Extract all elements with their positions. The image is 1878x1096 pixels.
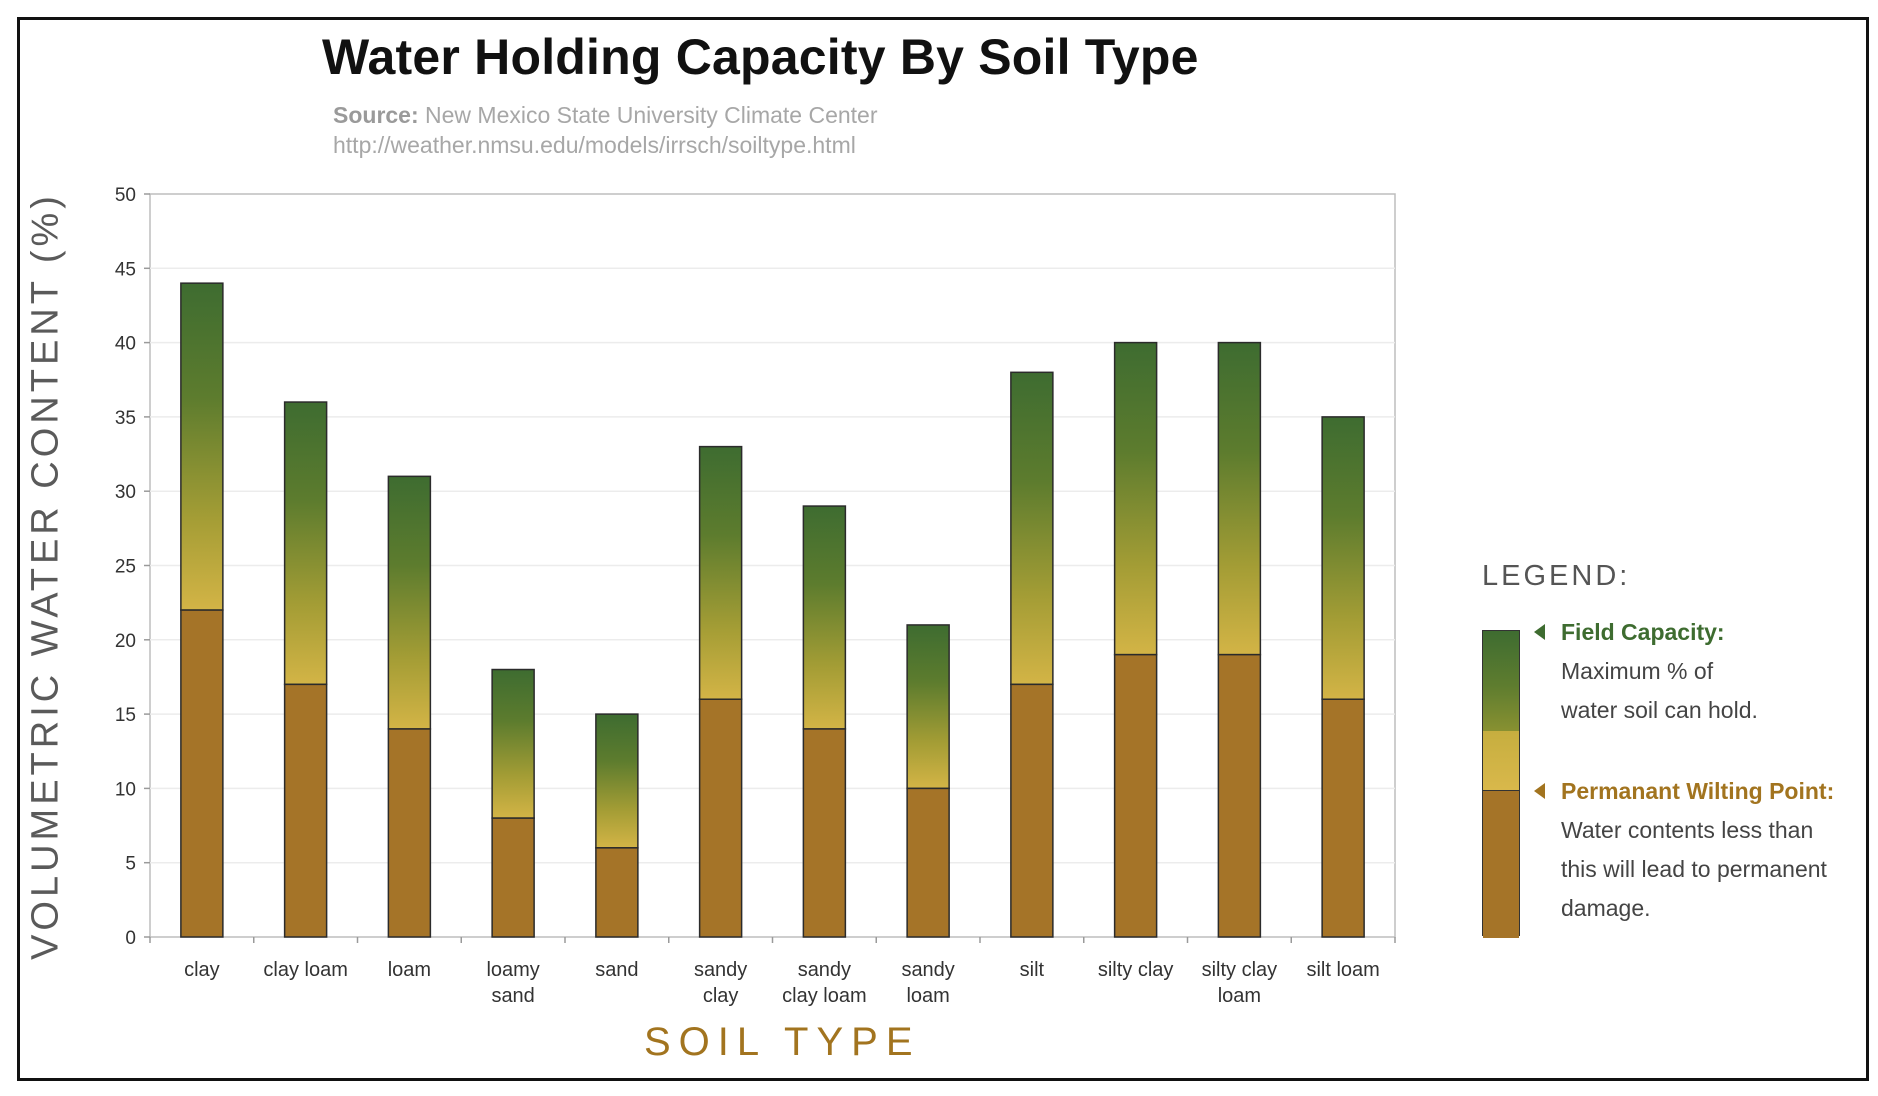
x-tick-label: sandy [901, 959, 954, 981]
bar-wilting-point [491, 817, 535, 938]
x-tick-label: clay loam [263, 959, 347, 981]
legend-fc-line: Maximum % of [1561, 658, 1714, 684]
source-block: Source: New Mexico State University Clim… [333, 100, 878, 160]
x-tick-label: silt loam [1306, 959, 1379, 981]
x-axis-title: SOIL TYPE [644, 1020, 921, 1064]
bar-wilting-point [1321, 698, 1365, 938]
legend-swatch-bar [1482, 630, 1520, 938]
bar-wilting-point [283, 683, 328, 938]
x-tick-label: silty clay [1202, 959, 1278, 981]
legend-fc-line: water soil can hold. [1561, 697, 1758, 723]
legend-pwp-line: damage. [1561, 895, 1651, 921]
legend-pwp-line: Water contents less than [1561, 817, 1814, 843]
bar-wilting-point [1113, 653, 1158, 938]
legend-wilting-point-desc: Water contents less than this will lead … [1561, 811, 1827, 928]
y-tick-label: 10 [115, 779, 136, 800]
y-tick-label: 25 [115, 557, 136, 578]
x-tick-label: clay [184, 959, 220, 981]
bar-wilting-point [180, 609, 224, 938]
bar-field-capacity [906, 624, 950, 790]
bar-field-capacity [802, 505, 847, 730]
x-tick-label: loam [388, 959, 431, 981]
x-tick-label: loam [906, 985, 949, 1007]
bar-field-capacity [595, 713, 639, 849]
x-tick-label: loam [1218, 985, 1261, 1007]
legend-wilting-point-label: Permanant Wilting Point: [1561, 778, 1835, 804]
bar-field-capacity [283, 401, 328, 686]
bar-wilting-point [1217, 653, 1262, 938]
bar-field-capacity [1113, 341, 1158, 656]
y-tick-label: 15 [115, 705, 136, 726]
legend-pwp-line: this will lead to permanent [1561, 856, 1827, 882]
bar-field-capacity [1321, 416, 1365, 700]
bar-field-capacity [180, 282, 224, 611]
x-tick-label: loamy [486, 959, 539, 981]
x-tick-label: clay [703, 985, 739, 1007]
legend-field-capacity-label: Field Capacity: [1561, 619, 1725, 645]
bar-field-capacity [387, 475, 432, 730]
bar-field-capacity [491, 668, 535, 819]
y-tick-label: 40 [115, 334, 136, 355]
x-tick-label: sandy [798, 959, 851, 981]
bar-wilting-point [595, 847, 639, 938]
chart-title: Water Holding Capacity By Soil Type [322, 29, 1199, 85]
y-tick-label: 5 [125, 854, 136, 875]
y-tick-label: 45 [115, 259, 136, 280]
x-tick-label: silt [1020, 959, 1045, 981]
bar-field-capacity [1217, 341, 1262, 656]
y-tick-label: 50 [115, 185, 136, 206]
y-tick-label: 35 [115, 408, 136, 429]
y-tick-label: 0 [125, 928, 136, 949]
bar-wilting-point [698, 698, 743, 938]
source-url: http://weather.nmsu.edu/models/irrsch/so… [333, 132, 856, 158]
y-tick-label: 20 [115, 631, 136, 652]
x-tick-label: sand [595, 959, 638, 981]
x-tick-label: clay loam [782, 985, 866, 1007]
y-tick-label: 30 [115, 482, 136, 503]
source-org: New Mexico State University Climate Cent… [425, 102, 878, 128]
field-capacity-arrow-icon [1534, 624, 1545, 640]
bar-wilting-point [802, 728, 847, 938]
x-tick-label: sand [491, 985, 534, 1007]
bar-wilting-point [1010, 683, 1054, 938]
x-tick-label: silty clay [1098, 959, 1174, 981]
bar-wilting-point [906, 787, 950, 938]
bar-field-capacity [698, 445, 743, 700]
x-tick-label: sandy [694, 959, 747, 981]
wilting-point-arrow-icon [1534, 783, 1545, 799]
bar-wilting-point [387, 728, 432, 938]
source-label: Source: [333, 102, 419, 128]
legend-field-capacity-desc: Maximum % of water soil can hold. [1561, 652, 1758, 730]
legend-title: LEGEND: [1482, 560, 1631, 592]
bar-field-capacity [1010, 371, 1054, 686]
